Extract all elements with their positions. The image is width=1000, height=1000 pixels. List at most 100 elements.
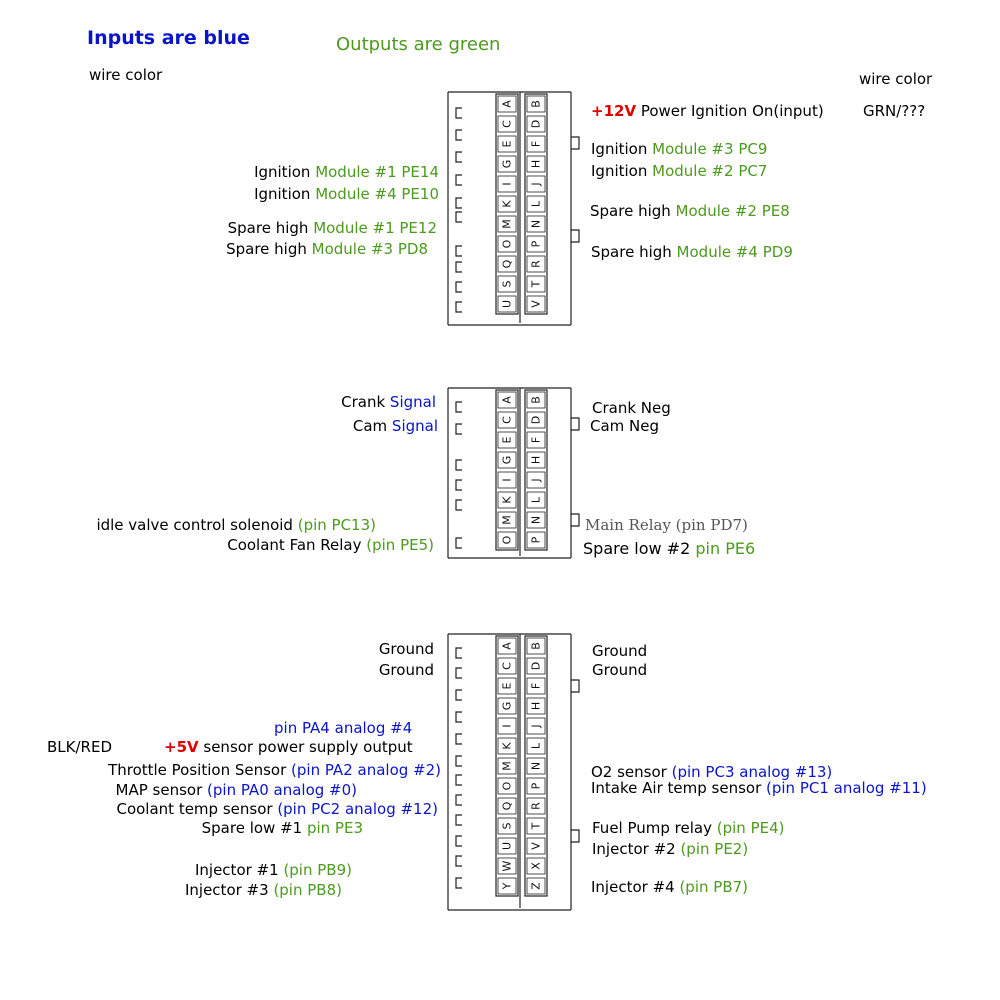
c3-ground-left-2: Ground xyxy=(378,661,434,679)
connector-2-tab xyxy=(455,537,462,549)
connector-1-pin-column xyxy=(524,93,548,315)
svg-text:S: S xyxy=(501,822,514,829)
svg-text:D: D xyxy=(530,662,543,670)
connector-3-pin-I: I xyxy=(497,717,517,735)
connector-1-pin-T: T xyxy=(526,275,546,293)
connector-1-tab xyxy=(455,151,462,163)
c3-injector1-label: Injector #1 (pin PB9) xyxy=(194,861,352,879)
connector-1-pin-F: F xyxy=(526,135,546,153)
svg-text:I: I xyxy=(501,182,514,185)
svg-text:M: M xyxy=(501,515,514,525)
connector-2-pin-P: P xyxy=(526,531,546,549)
c2-spare-low2-label: Spare low #2 pin PE6 xyxy=(583,539,756,558)
c1-ign1-label: Ignition Module #1 PE14 xyxy=(254,163,439,181)
connector-1-pin-C: C xyxy=(497,115,517,133)
connector-3-tab xyxy=(455,667,462,679)
connector-3-latch xyxy=(571,829,580,843)
connector-3-pin-column xyxy=(524,635,548,897)
svg-text:F: F xyxy=(530,437,543,443)
svg-text:G: G xyxy=(501,702,514,711)
c2-cam-neg-label: Cam Neg xyxy=(590,417,660,435)
c3-injector2-label: Injector #2 (pin PE2) xyxy=(592,840,749,858)
svg-text:G: G xyxy=(501,160,514,169)
c2-cam-signal-label: Cam Signal xyxy=(352,417,438,435)
connector-1-pin-column xyxy=(495,93,519,315)
svg-text:T: T xyxy=(530,822,543,830)
connector-2: A C E G I K M O B D F H J L N P xyxy=(447,387,580,559)
connector-1-tab xyxy=(455,211,462,223)
svg-text:N: N xyxy=(530,762,543,770)
svg-text:C: C xyxy=(501,120,514,128)
connector-3-pin-F: F xyxy=(526,677,546,695)
connector-2-tab xyxy=(455,459,462,471)
connector-2-pin-column xyxy=(524,389,548,551)
connector-2-pin-J: J xyxy=(526,471,546,489)
connector-2-pin-C: C xyxy=(497,411,517,429)
connector-3-pin-J: J xyxy=(526,717,546,735)
connector-3-tab xyxy=(455,835,462,847)
connector-3-pin-N: N xyxy=(526,757,546,775)
svg-text:J: J xyxy=(530,724,543,728)
svg-text:P: P xyxy=(530,782,543,789)
svg-text:S: S xyxy=(501,280,514,287)
svg-text:Q: Q xyxy=(501,259,514,268)
svg-text:L: L xyxy=(530,496,543,503)
connector-1-pin-K: K xyxy=(497,195,517,213)
connector-3-pin-D: D xyxy=(526,657,546,675)
connector-1-pin-J: J xyxy=(526,175,546,193)
connector-2-tab xyxy=(455,499,462,511)
svg-text:I: I xyxy=(501,478,514,481)
c1-spare-high1-label: Spare high Module #1 PE12 xyxy=(227,219,437,237)
c1-spare-high2-label: Spare high Module #2 PE8 xyxy=(590,202,790,220)
svg-text:B: B xyxy=(530,396,543,404)
connector-1-pin-U: U xyxy=(497,295,517,313)
connector-1-pin-S: S xyxy=(497,275,517,293)
svg-text:A: A xyxy=(501,100,514,108)
connector-2-tab xyxy=(455,401,462,413)
c3-coolant-temp-label: Coolant temp sensor (pin PC2 analog #12) xyxy=(116,800,438,818)
connector-2-pin-D: D xyxy=(526,411,546,429)
c1-power-voltage: +12V xyxy=(591,102,637,120)
connector-3-tab xyxy=(455,755,462,767)
c1-power-wire-color: GRN/??? xyxy=(863,102,926,120)
c3-map-label: MAP sensor (pin PA0 analog #0) xyxy=(115,781,357,799)
connector-3-pin-X: X xyxy=(526,857,546,875)
connector-2-latch xyxy=(571,417,580,431)
connector-1-pin-N: N xyxy=(526,215,546,233)
c1-ign2-label: Ignition Module #2 PC7 xyxy=(591,162,768,180)
connector-3-tab xyxy=(455,733,462,745)
connector-1-pin-L: L xyxy=(526,195,546,213)
svg-text:U: U xyxy=(501,300,514,308)
legend-inputs: Inputs are blue xyxy=(87,27,250,49)
connector-1: A C E G I K M O Q S U B D F H J L N P R T V xyxy=(447,91,580,326)
connector-2-pin-E: E xyxy=(497,431,517,449)
c3-injector4-label: Injector #4 (pin PB7) xyxy=(591,878,749,896)
connector-3-pin-H: H xyxy=(526,697,546,715)
svg-text:R: R xyxy=(530,260,543,268)
svg-text:P: P xyxy=(530,240,543,247)
connector-3-pin-S: S xyxy=(497,817,517,835)
connector-3-tab xyxy=(455,774,462,786)
svg-text:U: U xyxy=(501,842,514,850)
svg-text:K: K xyxy=(501,742,514,750)
svg-text:F: F xyxy=(530,683,543,689)
connector-3-tab xyxy=(455,689,462,701)
c3-spare-low1-label: Spare low #1 pin PE3 xyxy=(201,819,363,837)
connector-1-pin-D: D xyxy=(526,115,546,133)
connector-1-pin-P: P xyxy=(526,235,546,253)
connector-3-pin-G: G xyxy=(497,697,517,715)
c2-crank-signal-label: Crank Signal xyxy=(341,393,436,411)
wire-color-right-header: wire color xyxy=(859,70,933,88)
svg-text:L: L xyxy=(530,200,543,207)
svg-text:H: H xyxy=(530,456,543,464)
svg-text:P: P xyxy=(530,536,543,543)
connector-3-pin-A: A xyxy=(497,637,517,655)
c1-spare-high4-label: Spare high Module #4 PD9 xyxy=(591,243,793,261)
connector-3: A C E G I K M O Q S U W Y B D F H J L N P R T V X Z xyxy=(447,633,580,911)
connector-2-pin-A: A xyxy=(497,391,517,409)
connector-2-latch xyxy=(571,513,580,527)
connector-3-tab xyxy=(455,711,462,723)
svg-text:C: C xyxy=(501,662,514,670)
connector-1-pin-R: R xyxy=(526,255,546,273)
c1-ign4-label: Ignition Module #4 PE10 xyxy=(254,185,439,203)
